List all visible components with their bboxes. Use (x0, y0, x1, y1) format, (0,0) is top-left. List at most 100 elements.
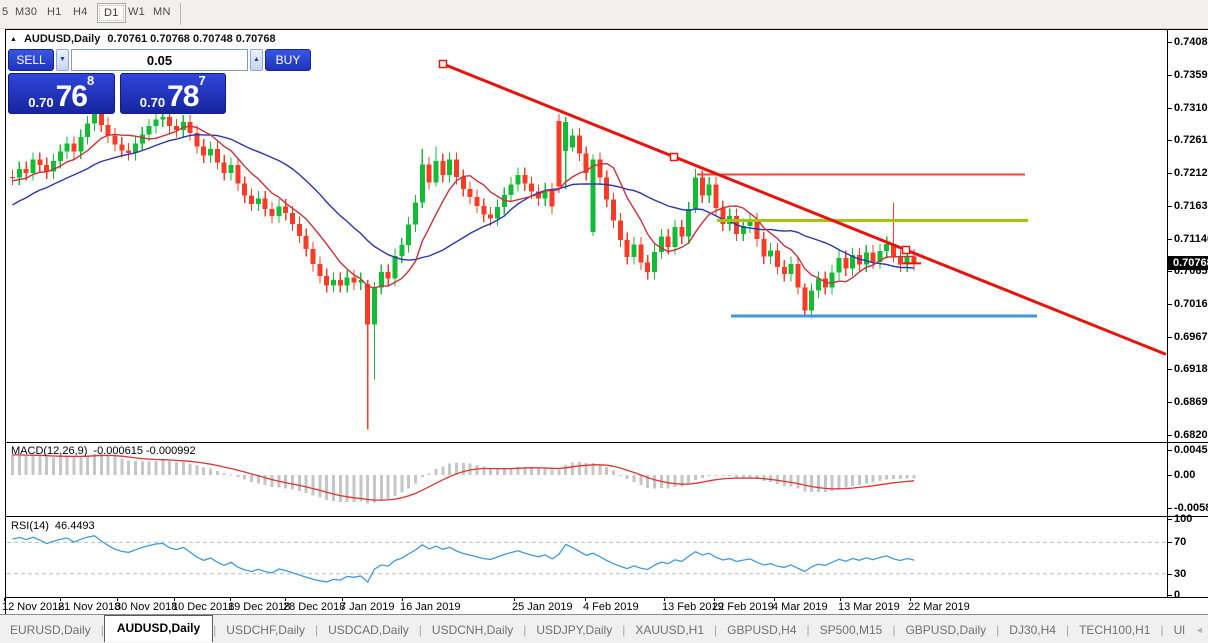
date-label: 4 Mar 2019 (772, 601, 828, 613)
buy-button[interactable]: BUY (265, 49, 311, 71)
timeframe-button-5[interactable]: 5 (2, 6, 9, 18)
chart-tab-xauusd[interactable]: XAUUSD,H1 (635, 622, 705, 637)
axis-tick (1168, 75, 1172, 76)
chart-tabs-bar: EURUSD,Daily | AUDUSD,Daily | USDCHF,Daily | U… (0, 614, 1208, 643)
chart-symbol-label: AUDUSD,Daily (23, 33, 101, 45)
panel-splitter-rsi[interactable] (5, 516, 1208, 517)
date-tick (910, 598, 911, 601)
collapse-chart-icon[interactable]: ▲ (10, 35, 17, 43)
tab-separator: | (1160, 622, 1164, 637)
chart-tab-usdjpy[interactable]: USDJPY,Daily (536, 622, 613, 637)
panel-splitter-dates (5, 597, 1208, 598)
chart-tab-sp500[interactable]: SP500,M15 (819, 622, 883, 637)
date-label: 30 Nov 2018 (115, 601, 178, 613)
chart-tab-dj30[interactable]: DJ30,H4 (1009, 622, 1056, 637)
chart-tab-usdchf[interactable]: USDCHF,Daily (226, 622, 305, 637)
axis-tick (1168, 239, 1172, 240)
date-tick (585, 598, 586, 601)
rsi-tick-label: 30 (1174, 568, 1187, 580)
sell-button[interactable]: SELL (8, 49, 54, 71)
date-tick (230, 598, 231, 601)
rsi-tick-label: 0 (1174, 589, 1181, 601)
chart-border-top (5, 29, 1208, 30)
axis-tick (1168, 337, 1172, 338)
macd-signal-line (12, 454, 915, 501)
chart-tab-ul[interactable]: Ul (1173, 622, 1185, 637)
date-tick (664, 598, 665, 601)
buy-price-button[interactable]: 0.70 78 7 (119, 73, 226, 114)
chart-tab-tech100[interactable]: TECH100,H1 (1079, 622, 1151, 637)
buy-price-sup: 7 (198, 73, 206, 88)
chart-tab-eurusd[interactable]: EURUSD,Daily (10, 622, 91, 637)
sell-price-sup: 8 (86, 73, 95, 88)
toolbar-separator (180, 3, 181, 25)
date-tick (774, 598, 775, 601)
sell-price-prefix: 0.70 (28, 95, 54, 110)
timeframe-button-mn[interactable]: MN (153, 6, 171, 18)
tab-separator: | (622, 622, 626, 637)
volume-increase-icon[interactable]: ▲ (250, 49, 263, 71)
axis-tick (1168, 542, 1172, 543)
date-label: 10 Dec 2018 (172, 601, 235, 613)
chart-tab-usdcad[interactable]: USDCAD,Daily (328, 622, 409, 637)
volume-input[interactable] (71, 49, 248, 71)
macd-values: -0.000615 -0.000992 (93, 445, 196, 457)
rsi-label: RSI(14) 46.4493 (11, 520, 95, 532)
current-price-badge: 0.70768 (1167, 256, 1208, 270)
date-label: 25 Jan 2019 (512, 601, 573, 613)
macd-label: MACD(12,26,9) -0.000615 -0.000992 (11, 445, 196, 457)
axis-tick (1168, 519, 1172, 520)
axis-tick (1168, 450, 1172, 451)
chart-tab-usdcnh[interactable]: USDCNH,Daily (431, 622, 514, 637)
sell-price-big: 76 (55, 80, 88, 113)
axis-tick (1168, 369, 1172, 370)
sell-price-button[interactable]: 0.70 76 8 (8, 73, 115, 114)
timeframe-button-m30[interactable]: M30 (15, 6, 38, 18)
rsi-tick-label: 100 (1174, 513, 1193, 525)
chart-tab-gbpusd[interactable]: GBPUSD,Daily (905, 622, 987, 637)
date-label: 13 Feb 2019 (662, 601, 724, 613)
price-axis-divider (1167, 29, 1168, 598)
axis-tick (1168, 595, 1172, 596)
timeframe-button-w1[interactable]: W1 (128, 6, 146, 18)
trendline-handle (438, 59, 448, 69)
timeframe-button-h4[interactable]: H4 (73, 6, 88, 18)
chart-tab-audusd[interactable]: AUDUSD,Daily (103, 614, 214, 642)
date-tick (174, 598, 175, 601)
axis-tick (1168, 271, 1172, 272)
chart-tab-gbpusd[interactable]: GBPUSD,H4 (727, 622, 797, 637)
date-tick (714, 598, 715, 601)
tab-separator: | (806, 622, 810, 637)
ma-slow-line (12, 133, 915, 269)
date-tick (514, 598, 515, 601)
date-label: 4 Feb 2019 (583, 601, 639, 613)
timeframe-button-h1[interactable]: H1 (47, 6, 62, 18)
one-click-trading-panel: SELL ▼ ▲ BUY 0.70 76 8 0.70 78 7 (8, 49, 311, 114)
candles-group (10, 106, 917, 430)
chart-border-left (5, 29, 6, 614)
trendline-handle (669, 152, 679, 162)
trendline-handle (901, 245, 911, 255)
volume-decrease-icon[interactable]: ▼ (56, 49, 69, 71)
date-tick (60, 598, 61, 601)
date-label: 19 Dec 2018 (228, 601, 291, 613)
tab-separator: | (100, 622, 104, 637)
tab-separator: | (213, 622, 217, 637)
date-tick (4, 598, 5, 601)
panel-splitter-macd[interactable] (5, 442, 1208, 443)
tab-scroll-arrows: ◄► (1195, 625, 1208, 635)
timeframe-button-d1[interactable]: D1 (97, 3, 126, 23)
axis-tick (1168, 475, 1172, 476)
ma-fast-line (12, 125, 915, 289)
tab-scroll-left-icon[interactable]: ◄ (1194, 624, 1204, 635)
date-label: 16 Jan 2019 (400, 601, 461, 613)
